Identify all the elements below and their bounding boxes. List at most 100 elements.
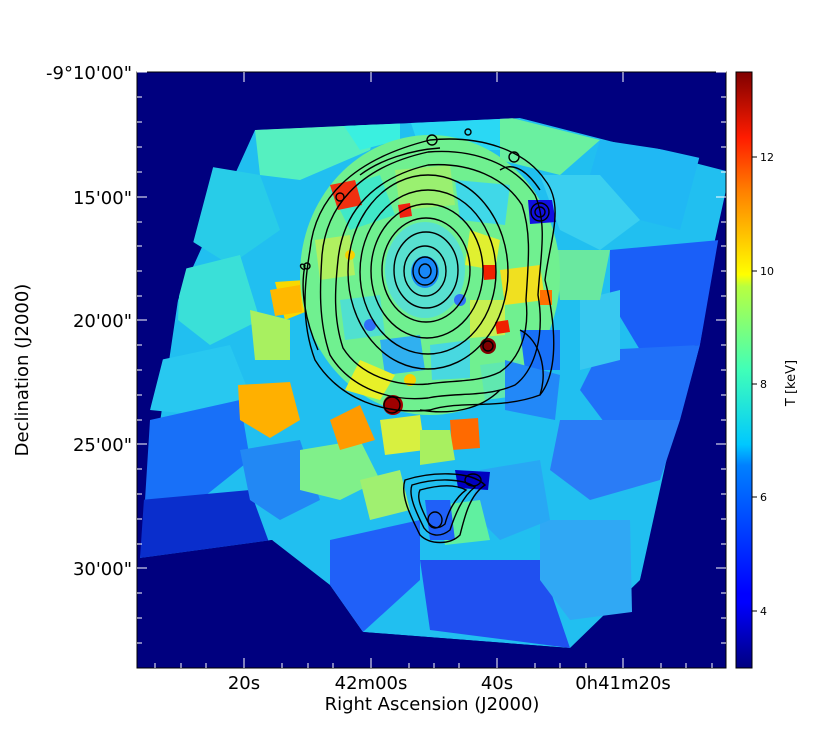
tile: [505, 360, 560, 420]
tile: [300, 440, 380, 500]
tile: [330, 405, 375, 450]
tile: [300, 118, 400, 150]
tile-spot: [364, 319, 376, 331]
x-axis-title: Right Ascension (J2000): [325, 694, 540, 715]
tile: [580, 345, 700, 430]
x-tick-label: 40s: [481, 673, 513, 694]
tile: [380, 335, 425, 375]
contour: [370, 203, 484, 339]
tile: [470, 460, 550, 540]
colorbar-tick-label: 12: [760, 151, 774, 164]
y-axis-title: Declination (J2000): [12, 284, 33, 457]
colorbar-tick-label: 8: [760, 378, 767, 391]
tile: [330, 520, 420, 632]
contour: [319, 150, 543, 400]
brightness-contours: [299, 128, 556, 544]
tile: [145, 400, 250, 500]
tile: [340, 295, 385, 340]
tile: [250, 310, 290, 360]
contour: [334, 163, 530, 386]
contour: [304, 138, 556, 412]
tile: [455, 180, 510, 225]
tile: [520, 330, 560, 370]
hot-spot: [483, 265, 496, 280]
contour: [403, 245, 447, 297]
contour: [426, 134, 438, 146]
tile: [345, 360, 395, 400]
tile: [540, 175, 640, 250]
colorbar-tick-label: 6: [760, 491, 767, 504]
colorbar-tick-label: 10: [760, 265, 774, 278]
tile: [430, 340, 470, 380]
colorbar-ticks: [752, 156, 757, 612]
x-tick-labels: 20s 42m00s 40s 0h41m20s: [228, 673, 671, 694]
contour: [427, 511, 443, 529]
contour: [393, 231, 459, 309]
tile: [420, 430, 455, 465]
contour: [534, 206, 546, 218]
x-tick-label: 42m00s: [335, 673, 408, 694]
contour: [347, 174, 509, 370]
contour: [403, 473, 487, 544]
tile: [150, 345, 250, 415]
y-ticks-left: [137, 71, 147, 644]
contour: [359, 147, 544, 413]
contour: [530, 202, 550, 222]
tile: [450, 418, 480, 450]
y-tick-labels: -9°10'00" 15'00" 20'00" 25'00" 30'00": [46, 63, 132, 580]
tile: [255, 118, 390, 180]
contour: [410, 479, 477, 536]
contour: [383, 396, 401, 414]
contour: [335, 192, 345, 202]
contour: [508, 151, 520, 163]
y-tick-label: 15'00": [73, 188, 132, 209]
contour: [482, 340, 494, 352]
cold-spot: [528, 200, 556, 224]
contour: [418, 485, 468, 529]
tile: [140, 490, 270, 558]
tile: [580, 290, 620, 370]
tile: [555, 250, 610, 300]
tile: [540, 520, 632, 620]
tile: [395, 165, 455, 210]
colorbar-title: T [keV]: [784, 360, 799, 407]
tile: [395, 118, 520, 150]
contour: [464, 128, 472, 136]
tile: [550, 420, 680, 500]
hot-spot: [398, 203, 412, 218]
x-ticks-bottom: [154, 658, 713, 668]
contour: [464, 473, 482, 487]
tile: [420, 560, 570, 648]
tile: [178, 255, 260, 345]
contour: [418, 263, 432, 279]
tile: [315, 235, 355, 280]
contour: [381, 217, 471, 323]
tile: [190, 165, 280, 265]
colorbar-gradient: [735, 71, 753, 669]
contour: [359, 189, 497, 355]
image-panel: [136, 71, 727, 669]
x-tick-label: 0h41m20s: [575, 673, 671, 694]
hot-spot: [495, 320, 510, 334]
tile-spot: [404, 374, 416, 386]
x-tick-label: 20s: [228, 673, 260, 694]
cold-spot: [425, 500, 455, 540]
tile: [380, 415, 425, 455]
contour: [412, 256, 438, 286]
contour: [303, 262, 311, 270]
tile: [238, 382, 300, 438]
x-ticks-top: [243, 72, 624, 82]
y-tick-label: -9°10'00": [46, 63, 132, 84]
tile: [610, 240, 720, 350]
colorbar-tick-label: 4: [760, 605, 767, 618]
y-ticks-right: [716, 71, 726, 644]
colorbar: 4 6 8 10 12 T [keV]: [735, 71, 799, 669]
y-tick-label: 25'00": [73, 435, 132, 456]
hot-spot: [270, 285, 302, 316]
tile: [500, 265, 545, 305]
y-tick-label: 30'00": [73, 559, 132, 580]
tile-spot: [345, 250, 355, 260]
y-tick-label: 20'00": [73, 311, 132, 332]
tile-core-inner: [411, 256, 439, 288]
